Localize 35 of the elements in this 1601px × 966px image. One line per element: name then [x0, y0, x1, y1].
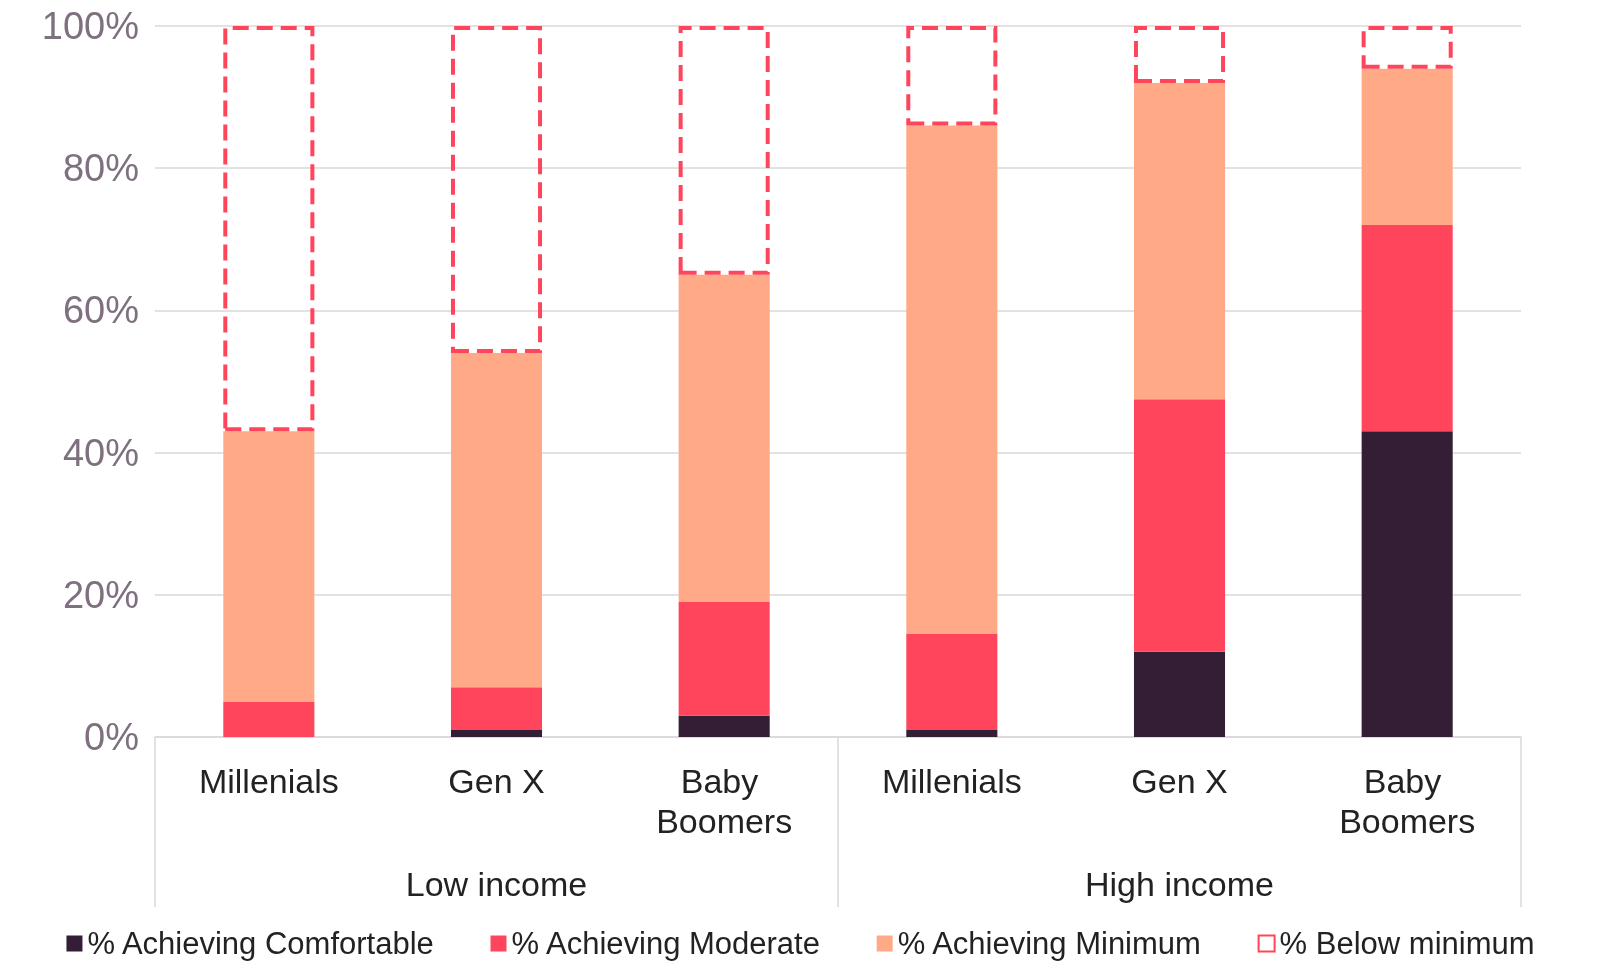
x-tick-label: Gen X: [448, 762, 545, 800]
bar: [450, 729, 543, 737]
legend-label: % Below minimum: [1279, 926, 1535, 961]
legend-label: % Achieving Minimum: [897, 926, 1201, 961]
bar: [1133, 651, 1226, 737]
y-tick-label: 40%: [62, 431, 139, 474]
text: Low income: [405, 865, 588, 903]
y-tick-label: 100%: [41, 5, 139, 47]
bar: [450, 353, 543, 688]
bar: [1133, 399, 1226, 652]
y-tick-label: 60%: [62, 289, 139, 332]
bar: [223, 701, 315, 737]
text: High income: [1085, 865, 1274, 903]
x-tick-label: Gen X: [1131, 762, 1228, 800]
bar: [1361, 225, 1453, 432]
bar: [1133, 82, 1226, 400]
x-tick-label: Baby Boomers: [656, 762, 793, 840]
y-tick-label: 20%: [62, 573, 139, 616]
y-tick-label: 0%: [84, 716, 139, 758]
x-tick-label: Baby Boomers: [1339, 762, 1476, 840]
y-tick-label: 80%: [62, 147, 139, 190]
legend-label: % Achieving Moderate: [511, 926, 820, 961]
x-tick-label: Millenials: [198, 762, 339, 800]
bar: [678, 715, 770, 737]
bar: [1361, 68, 1453, 226]
bar: [906, 729, 998, 737]
legend-label: % Achieving Comfortable: [87, 926, 434, 961]
bar: [906, 633, 998, 730]
bar: [1361, 431, 1453, 737]
bar: [450, 687, 543, 730]
bar: [678, 601, 770, 716]
bar: [906, 125, 998, 634]
bar: [223, 431, 315, 702]
x-tick-label: Millenials: [881, 762, 1022, 800]
bar: [678, 274, 770, 602]
